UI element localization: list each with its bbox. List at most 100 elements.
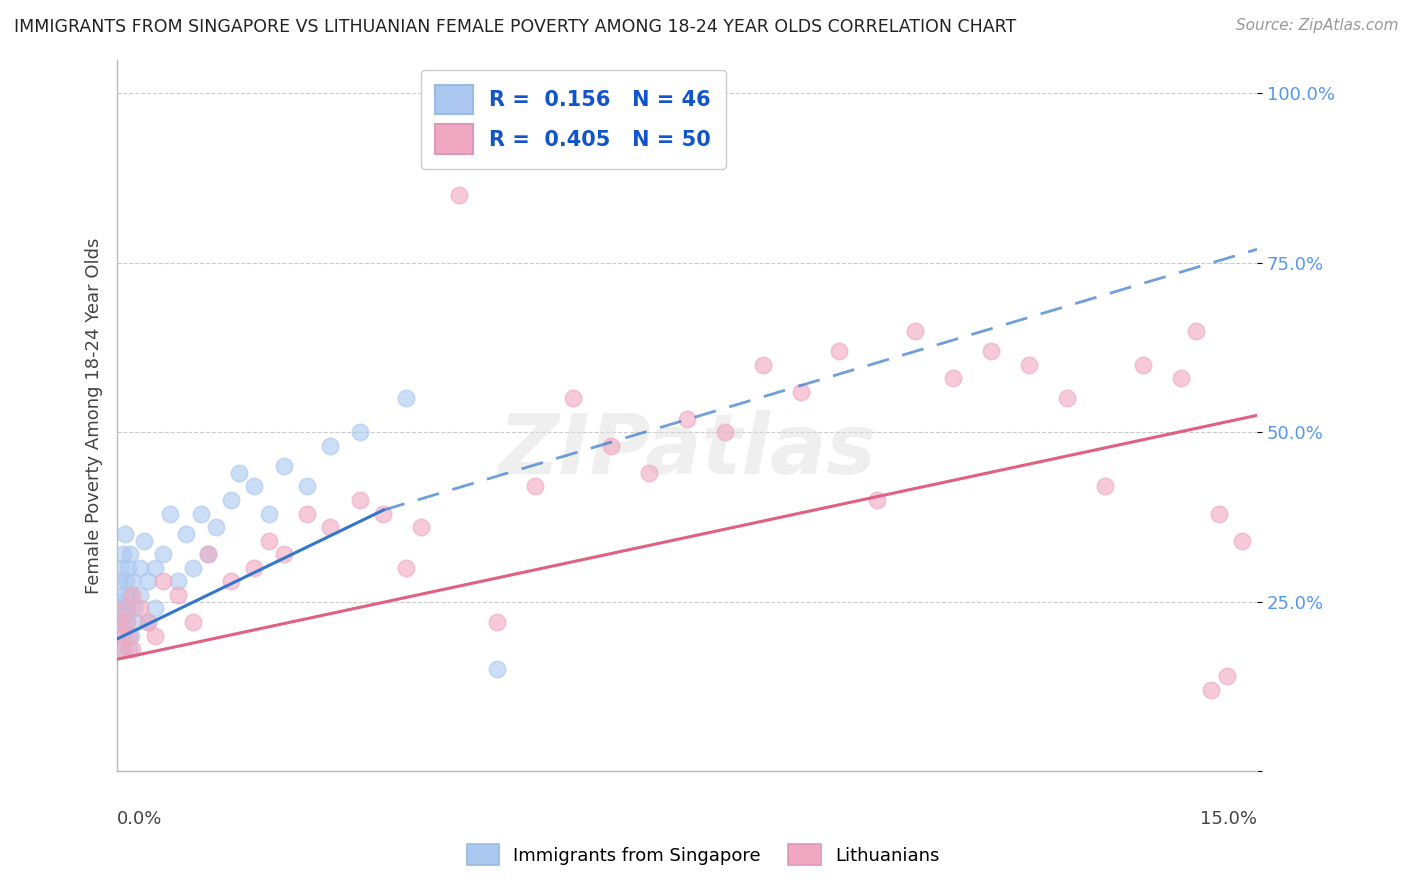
Point (243, 479, 266, 493)
Point (395, 392, 418, 406)
Point (349, 493, 371, 508)
Point (122, 601, 145, 615)
Point (449, 188, 471, 202)
Point (143, 561, 166, 575)
Text: ZIPatlas: ZIPatlas (498, 410, 876, 491)
Point (152, 547, 174, 561)
Point (167, 588, 190, 602)
Point (117, 561, 139, 575)
Point (638, 466, 661, 480)
Point (112, 547, 135, 561)
Point (1208, 507, 1230, 521)
Point (942, 371, 965, 385)
Point (828, 343, 851, 358)
Point (152, 574, 174, 589)
Point (411, 520, 433, 534)
Point (115, 615, 138, 629)
Point (181, 561, 204, 575)
Point (273, 547, 295, 561)
Point (174, 527, 197, 541)
Text: 0.0%: 0.0% (117, 810, 163, 828)
Legend: R =  0.156   N = 46, R =  0.405   N = 50: R = 0.156 N = 46, R = 0.405 N = 50 (420, 70, 725, 169)
Point (114, 527, 136, 541)
Point (257, 533, 280, 548)
Point (143, 628, 166, 642)
Point (373, 507, 395, 521)
Point (980, 343, 1002, 358)
Point (118, 588, 141, 602)
Point (129, 601, 152, 615)
Point (121, 588, 143, 602)
Point (136, 615, 159, 629)
Point (112, 628, 135, 642)
Point (110, 595, 132, 609)
Point (132, 533, 155, 548)
Point (181, 615, 204, 629)
Point (108, 574, 131, 589)
Point (1215, 669, 1237, 683)
Point (136, 615, 159, 629)
Point (159, 507, 181, 521)
Point (349, 425, 371, 440)
Point (1230, 533, 1253, 548)
Point (319, 520, 342, 534)
Point (114, 601, 136, 615)
Point (295, 507, 318, 521)
Point (1170, 371, 1192, 385)
Point (111, 642, 134, 657)
Point (228, 466, 250, 480)
Point (562, 392, 585, 406)
Point (121, 642, 143, 657)
Point (1201, 682, 1223, 697)
Point (143, 601, 166, 615)
Point (120, 547, 142, 561)
Point (120, 628, 142, 642)
Point (114, 615, 136, 629)
Point (112, 642, 135, 657)
Point (110, 628, 132, 642)
Point (904, 324, 927, 338)
Y-axis label: Female Poverty Among 18-24 Year Olds: Female Poverty Among 18-24 Year Olds (86, 237, 103, 593)
Point (1056, 392, 1078, 406)
Point (600, 439, 623, 453)
Text: IMMIGRANTS FROM SINGAPORE VS LITHUANIAN FEMALE POVERTY AMONG 18-24 YEAR OLDS COR: IMMIGRANTS FROM SINGAPORE VS LITHUANIAN … (14, 18, 1017, 36)
Point (790, 384, 813, 399)
Point (117, 642, 139, 657)
Point (107, 615, 129, 629)
Point (866, 493, 889, 508)
Point (125, 615, 148, 629)
Text: Source: ZipAtlas.com: Source: ZipAtlas.com (1236, 18, 1399, 33)
Point (319, 439, 342, 453)
Point (1132, 358, 1154, 372)
Point (205, 520, 228, 534)
Point (219, 493, 242, 508)
Point (1094, 479, 1116, 493)
Point (1018, 358, 1040, 372)
Point (129, 561, 152, 575)
Point (121, 574, 143, 589)
Point (197, 547, 219, 561)
Point (111, 601, 134, 615)
Point (108, 615, 131, 629)
Point (197, 547, 219, 561)
Point (714, 425, 737, 440)
Point (395, 561, 418, 575)
Point (190, 507, 212, 521)
Point (117, 628, 139, 642)
Point (1185, 324, 1208, 338)
Point (486, 662, 509, 676)
Point (243, 561, 266, 575)
Point (167, 574, 190, 589)
Point (257, 507, 280, 521)
Legend: Immigrants from Singapore, Lithuanians: Immigrants from Singapore, Lithuanians (457, 835, 949, 874)
Text: 15.0%: 15.0% (1201, 810, 1257, 828)
Point (219, 574, 242, 589)
Point (110, 561, 132, 575)
Point (114, 588, 136, 602)
Point (115, 574, 138, 589)
Point (295, 479, 318, 493)
Point (676, 411, 699, 425)
Point (524, 479, 547, 493)
Point (129, 588, 152, 602)
Point (136, 574, 159, 589)
